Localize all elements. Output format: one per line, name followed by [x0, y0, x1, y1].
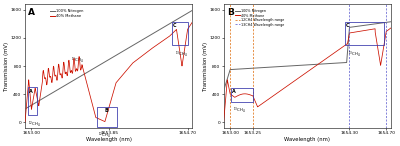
Text: A: A: [28, 8, 35, 17]
Text: $^{12}$CH$_4$: $^{12}$CH$_4$: [28, 119, 41, 129]
Text: $^{13}$CH$_4$: $^{13}$CH$_4$: [348, 49, 361, 59]
Text: $^{13}$CH$_4$: $^{13}$CH$_4$: [233, 105, 246, 115]
Text: C: C: [173, 23, 176, 28]
Text: $^{13}$CH$_4$: $^{13}$CH$_4$: [71, 55, 84, 65]
Legend: 100% Nitrogen, 40% Methane, 12CH4 Wavelength range, 13CH4 Wavelength range: 100% Nitrogen, 40% Methane, 12CH4 Wavele…: [234, 8, 285, 28]
Bar: [230, 87, 254, 102]
X-axis label: Wavelength (nm): Wavelength (nm): [86, 137, 132, 142]
Text: C: C: [346, 23, 349, 28]
Text: $^{12}$CH$_4$: $^{12}$CH$_4$: [98, 130, 110, 140]
Text: A: A: [29, 89, 32, 94]
Text: B: B: [227, 8, 234, 17]
Bar: [97, 107, 117, 127]
Text: A: A: [232, 89, 236, 94]
Y-axis label: Transmission (mV): Transmission (mV): [203, 41, 208, 91]
Y-axis label: Transmission (mV): Transmission (mV): [4, 41, 9, 91]
Legend: 100% Nitrogen, 40% Methane: 100% Nitrogen, 40% Methane: [48, 8, 85, 19]
Text: $^{13}$CH$_4$: $^{13}$CH$_4$: [175, 49, 188, 59]
Bar: [345, 22, 384, 45]
Text: B: B: [105, 108, 109, 113]
Bar: [28, 87, 37, 115]
Bar: [172, 22, 188, 45]
X-axis label: Wavelength (nm): Wavelength (nm): [284, 137, 330, 142]
